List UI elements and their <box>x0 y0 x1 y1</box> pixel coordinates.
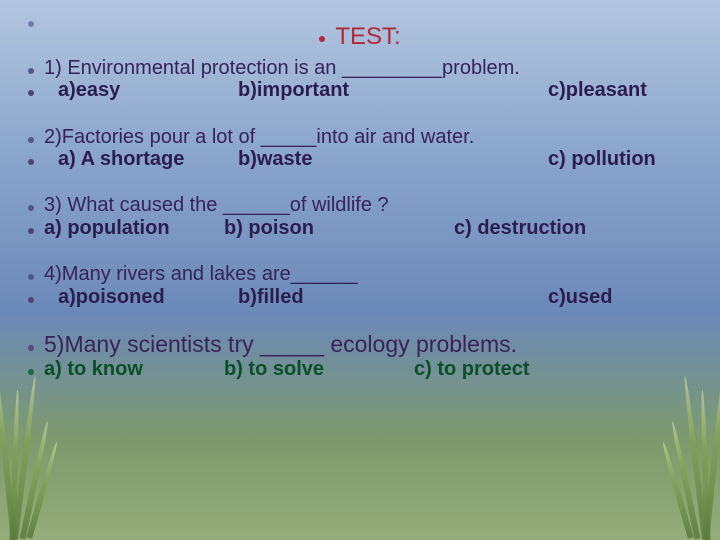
empty-bullet <box>28 12 692 22</box>
q1-options: a)easy b)important c)pleasant <box>28 79 692 101</box>
grass-right-icon <box>665 360 720 540</box>
q2-opt-b[interactable]: b)waste <box>238 148 458 170</box>
q3-opt-c[interactable]: c) destruction <box>404 217 692 239</box>
title-row: TEST: <box>28 24 692 51</box>
q1-opt-c[interactable]: c)pleasant <box>458 79 692 101</box>
q1-opt-b[interactable]: b)important <box>238 79 458 101</box>
title-text: TEST: <box>335 24 400 51</box>
q4-opt-a[interactable]: a)poisoned <box>58 286 238 308</box>
q5-text: 5)Many scientists try _____ ecology prob… <box>44 332 517 358</box>
q5-text-row: 5)Many scientists try _____ ecology prob… <box>28 332 692 358</box>
q4-opt-b[interactable]: b)filled <box>238 286 458 308</box>
q5-opt-c[interactable]: c) to protect <box>414 358 692 380</box>
slide: TEST: 1) Environmental protection is an … <box>0 0 720 540</box>
q2-opt-a[interactable]: a) A shortage <box>58 148 238 170</box>
q2-options: a) A shortage b)waste c) pollution <box>28 148 692 170</box>
q3-opt-a[interactable]: a) population <box>44 217 224 239</box>
q4-text: 4)Many rivers and lakes are______ <box>44 263 358 285</box>
q3-opt-b[interactable]: b) poison <box>224 217 404 239</box>
q5-opt-a[interactable]: a) to know <box>44 358 224 380</box>
q1-text-row: 1) Environmental protection is an ______… <box>28 57 692 79</box>
q2-text-row: 2)Factories pour a lot of _____into air … <box>28 126 692 148</box>
q4-opt-c[interactable]: c)used <box>458 286 692 308</box>
q3-text-row: 3) What caused the ______of wildlife ? <box>28 194 692 216</box>
q4-text-row: 4)Many rivers and lakes are______ <box>28 263 692 285</box>
q4-options: a)poisoned b)filled c)used <box>28 286 692 308</box>
q5-options: a) to know b) to solve c) to protect <box>28 358 692 380</box>
q1-opt-a[interactable]: a)easy <box>58 79 238 101</box>
q2-opt-c[interactable]: c) pollution <box>458 148 692 170</box>
q5-opt-b[interactable]: b) to solve <box>224 358 414 380</box>
q3-text: 3) What caused the ______of wildlife ? <box>44 194 389 216</box>
grass-left-icon <box>0 360 55 540</box>
q3-options: a) population b) poison c) destruction <box>28 217 692 239</box>
q2-text: 2)Factories pour a lot of _____into air … <box>44 126 474 148</box>
q1-text: 1) Environmental protection is an ______… <box>44 57 520 79</box>
